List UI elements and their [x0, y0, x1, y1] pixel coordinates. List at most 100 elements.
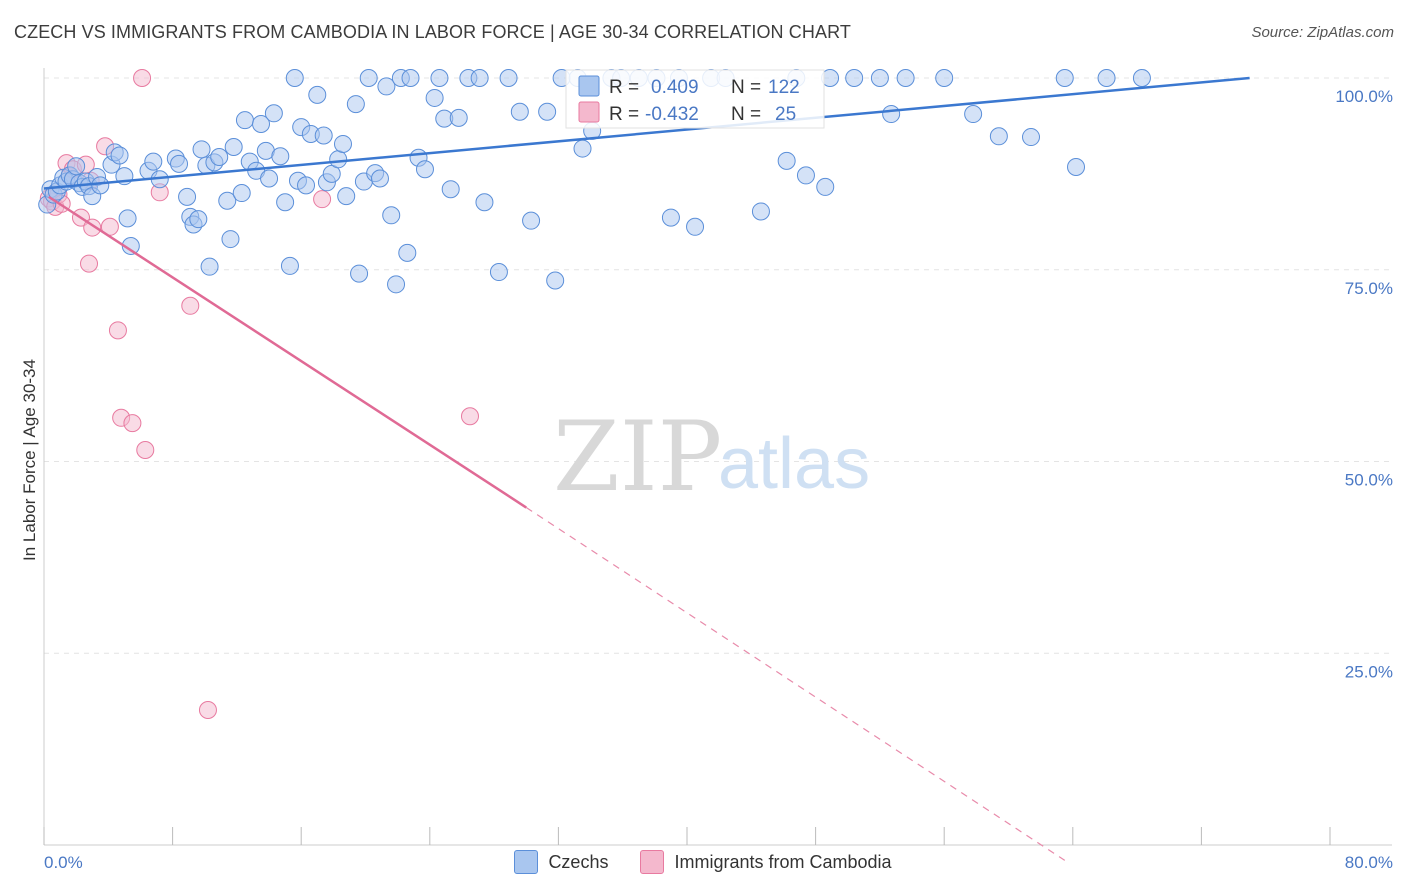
czechs-point [224, 138, 243, 157]
czechs-point [314, 126, 333, 145]
cambodia-point [198, 701, 217, 720]
czechs-point [210, 148, 229, 167]
cambodia-trendline-extension [525, 507, 1066, 861]
tick-labels: 25.0% 50.0% 75.0% 100.0% 0.0% 80.0% [44, 87, 1393, 872]
czechs-point [252, 115, 271, 134]
czechs-point [1055, 69, 1074, 87]
czechs-point [1067, 157, 1086, 176]
legend-swatch-czechs [578, 75, 600, 97]
czechs-point [308, 85, 327, 104]
czechs-point [441, 180, 460, 199]
czechs-point [218, 191, 237, 210]
y-tick-label-100: 100.0% [1335, 87, 1393, 106]
czechs-point [235, 111, 254, 130]
czechs-point [896, 69, 915, 87]
legend-r-value-1: 0.409 [651, 77, 699, 98]
czechs-point [1097, 69, 1116, 87]
czechs-point [401, 69, 420, 87]
czechs-point [777, 151, 796, 170]
czechs-point [522, 211, 541, 230]
legend-n-label-1: N = [731, 77, 761, 98]
legend-label-czechs: Czechs [548, 851, 609, 872]
czechs-point [333, 134, 352, 153]
axes [43, 68, 1392, 846]
watermark-atlas: atlas [718, 424, 870, 504]
czechs-point [232, 184, 251, 203]
source-credit: Source: ZipAtlas.com [1251, 24, 1394, 41]
czechs-point [387, 275, 406, 294]
czechs-point [935, 69, 954, 87]
czechs-point [346, 95, 365, 114]
legend-label-cambodia: Immigrants from Cambodia [674, 851, 892, 872]
czechs-point [221, 230, 240, 249]
czechs-point [170, 154, 189, 173]
watermark: ZIP atlas [553, 401, 870, 513]
legend-r-label-2: R = [609, 104, 639, 125]
czechs-point [276, 193, 295, 212]
czechs-point [989, 127, 1008, 146]
czechs-point [870, 69, 889, 87]
legend-r-label-1: R = [609, 77, 639, 98]
czechs-point [964, 105, 983, 124]
cambodia-swatch [640, 850, 665, 874]
czechs-point [546, 271, 565, 290]
legend-item-cambodia[interactable]: Immigrants from Cambodia [640, 850, 892, 874]
czechs-point [189, 210, 208, 229]
czechs-point [661, 208, 680, 227]
czechs-point [449, 108, 468, 127]
y-tick-label-50: 50.0% [1345, 471, 1393, 490]
watermark-zip: ZIP [553, 401, 722, 513]
czechs-point [329, 150, 348, 169]
legend-n-label-2: N = [731, 104, 761, 125]
czechs-point [882, 105, 901, 124]
czechs-point [816, 177, 835, 196]
cambodia-point [108, 321, 127, 340]
czechs-point [425, 88, 444, 107]
czechs-trendline [43, 76, 1250, 190]
czechs-point [1022, 128, 1041, 147]
czechs-point [475, 193, 494, 212]
czechs-point [398, 243, 417, 262]
czechs-point [118, 209, 137, 228]
legend-n-value-1: 122 [768, 77, 800, 98]
czechs-point [144, 152, 163, 171]
czechs-swatch [514, 850, 539, 874]
y-tick-label-25: 25.0% [1345, 662, 1393, 681]
x-tick-label-max: 80.0% [1345, 853, 1393, 872]
czechs-point [470, 69, 489, 87]
czechs-point [280, 256, 299, 275]
legend-frame [565, 69, 825, 129]
czechs-point [271, 147, 290, 166]
x-tick-label-min: 0.0% [44, 853, 83, 872]
chart-title: CZECH VS IMMIGRANTS FROM CAMBODIA IN LAB… [14, 22, 851, 42]
czechs-point [297, 176, 316, 195]
czechs-point [573, 139, 592, 158]
legend-swatch-cambodia [578, 101, 600, 123]
legend-item-czechs[interactable]: Czechs [514, 850, 608, 874]
czechs-point [510, 102, 529, 121]
czechs-point [796, 166, 815, 185]
czechs-point [178, 187, 197, 206]
cambodia-point [460, 407, 479, 426]
cambodia-trendline [48, 195, 527, 509]
czechs-point [260, 169, 279, 188]
czechs-point [200, 257, 219, 276]
czechs-point [1132, 69, 1151, 87]
gridlines [44, 77, 1392, 654]
czechs-point [845, 69, 864, 87]
legend-n-value-2: 25 [775, 104, 796, 125]
czechs-point [489, 263, 508, 282]
czechs-point [350, 264, 369, 283]
czechs-point [67, 157, 86, 176]
czechs-point [430, 69, 449, 87]
cambodia-point [133, 69, 152, 87]
cambodia-point [136, 440, 155, 459]
czechs-point [337, 187, 356, 206]
czechs-point [192, 140, 211, 159]
cambodia-point [80, 254, 99, 273]
czechs-point [499, 69, 518, 87]
cambodia-point [123, 414, 142, 433]
czechs-point [110, 146, 129, 165]
czechs-point [285, 69, 304, 87]
